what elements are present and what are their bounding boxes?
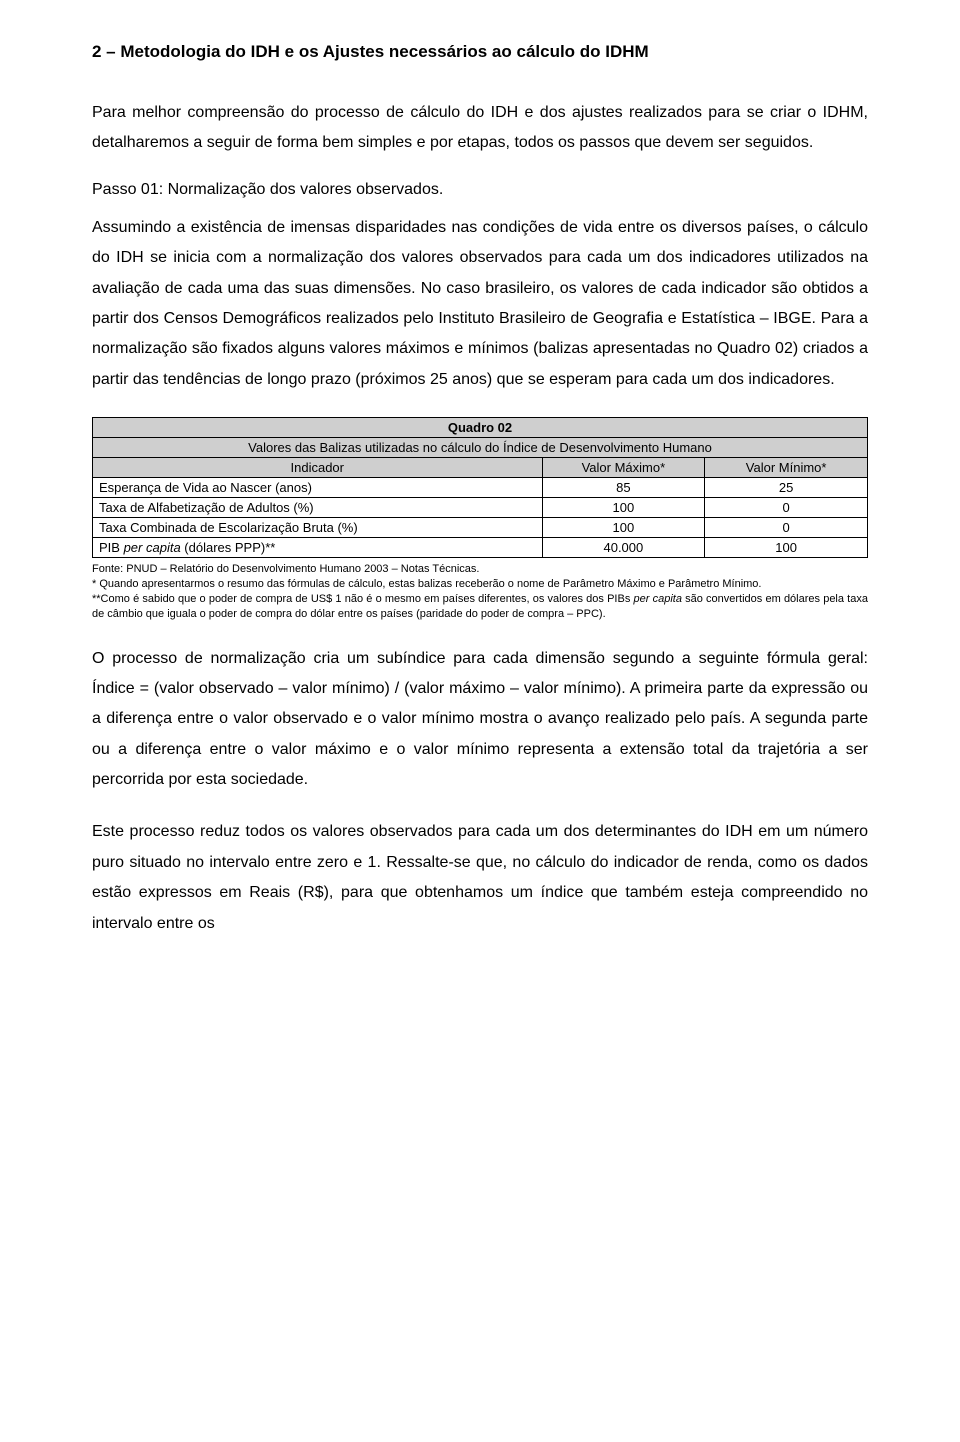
- table-title-row: Quadro 02: [93, 418, 868, 438]
- td-max: 100: [542, 518, 705, 538]
- td-min: 100: [705, 538, 868, 558]
- footnote-italic: per capita: [634, 593, 682, 605]
- step-heading: Passo 01: Normalização dos valores obser…: [92, 181, 868, 199]
- th-min: Valor Mínimo*: [705, 458, 868, 478]
- pib-italic: per capita: [124, 540, 181, 555]
- section-heading: 2 – Metodologia do IDH e os Ajustes nece…: [92, 42, 868, 62]
- td-min: 0: [705, 518, 868, 538]
- td-min: 25: [705, 478, 868, 498]
- td-label: Taxa de Alfabetização de Adultos (%): [93, 498, 543, 518]
- table-subtitle-row: Valores das Balizas utilizadas no cálcul…: [93, 438, 868, 458]
- th-indicador: Indicador: [93, 458, 543, 478]
- table-footnote: Fonte: PNUD – Relatório do Desenvolvimen…: [92, 562, 868, 621]
- intro-paragraph: Para melhor compreensão do processo de c…: [92, 98, 868, 159]
- body-paragraph-1: Assumindo a existência de imensas dispar…: [92, 213, 868, 395]
- table-row: PIB per capita (dólares PPP)** 40.000 10…: [93, 538, 868, 558]
- td-max: 40.000: [542, 538, 705, 558]
- table-row: Taxa Combinada de Escolarização Bruta (%…: [93, 518, 868, 538]
- footnote-source: Fonte: PNUD – Relatório do Desenvolvimen…: [92, 563, 479, 575]
- table-title: Quadro 02: [93, 418, 868, 438]
- table-row: Taxa de Alfabetização de Adultos (%) 100…: [93, 498, 868, 518]
- td-label: Taxa Combinada de Escolarização Bruta (%…: [93, 518, 543, 538]
- td-max: 100: [542, 498, 705, 518]
- table-header-row: Indicador Valor Máximo* Valor Mínimo*: [93, 458, 868, 478]
- table-subtitle: Valores das Balizas utilizadas no cálcul…: [93, 438, 868, 458]
- td-label-pib: PIB per capita (dólares PPP)**: [93, 538, 543, 558]
- td-min: 0: [705, 498, 868, 518]
- td-label: Esperança de Vida ao Nascer (anos): [93, 478, 543, 498]
- balizas-table: Quadro 02 Valores das Balizas utilizadas…: [92, 417, 868, 558]
- body-paragraph-3: Este processo reduz todos os valores obs…: [92, 817, 868, 939]
- footnote-star2-pre: **Como é sabido que o poder de compra de…: [92, 593, 634, 605]
- td-max: 85: [542, 478, 705, 498]
- table-row: Esperança de Vida ao Nascer (anos) 85 25: [93, 478, 868, 498]
- footnote-star1: * Quando apresentarmos o resumo das fórm…: [92, 578, 762, 590]
- pib-post: (dólares PPP)**: [181, 540, 276, 555]
- body-paragraph-2: O processo de normalização cria um subín…: [92, 644, 868, 796]
- th-max: Valor Máximo*: [542, 458, 705, 478]
- pib-pre: PIB: [99, 540, 124, 555]
